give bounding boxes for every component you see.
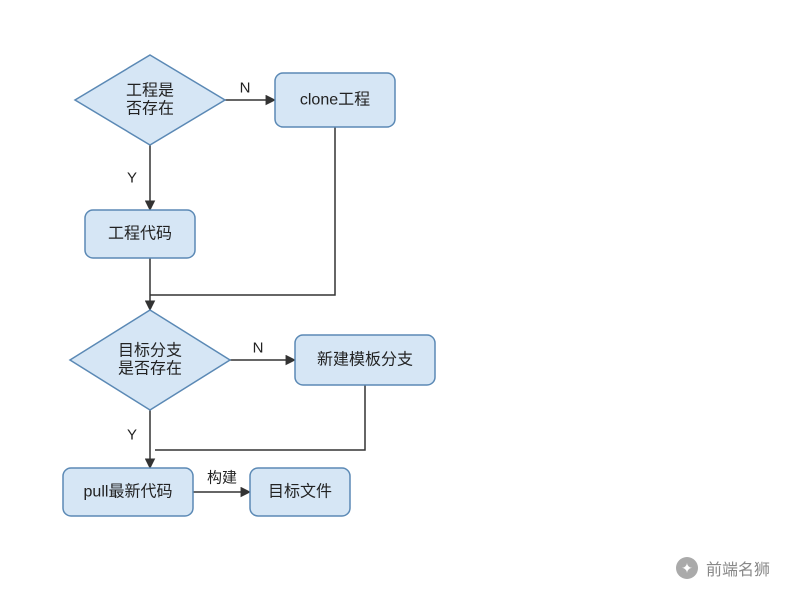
flowchart-canvas: N Y N Y 构建 工程是否存在 clone工程工程代码目标分支是否存在 新建模板分支 pul… — [0, 0, 800, 600]
node-label: 工程是 — [126, 82, 174, 100]
node-label: 否存在 — [126, 100, 174, 118]
node-label: 目标分支 — [118, 342, 182, 360]
node-label: pull最新代码 — [84, 483, 173, 501]
node-label: 目标文件 — [268, 483, 332, 501]
node-label: 工程代码 — [108, 225, 172, 243]
edge-label: N — [253, 340, 264, 357]
flow-edge — [155, 385, 365, 450]
node-label: 新建模板分支 — [317, 351, 413, 369]
edge-label: 构建 — [207, 470, 237, 487]
wechat-icon: ✦ — [676, 557, 698, 579]
edge-label: N — [240, 80, 251, 97]
watermark-text: 前端名狮 — [706, 556, 770, 580]
watermark: ✦ 前端名狮 — [676, 556, 770, 580]
node-label: clone工程 — [300, 91, 370, 109]
edge-label: Y — [127, 427, 137, 444]
edge-label: Y — [127, 170, 137, 187]
node-label: 是否存在 — [118, 360, 182, 378]
